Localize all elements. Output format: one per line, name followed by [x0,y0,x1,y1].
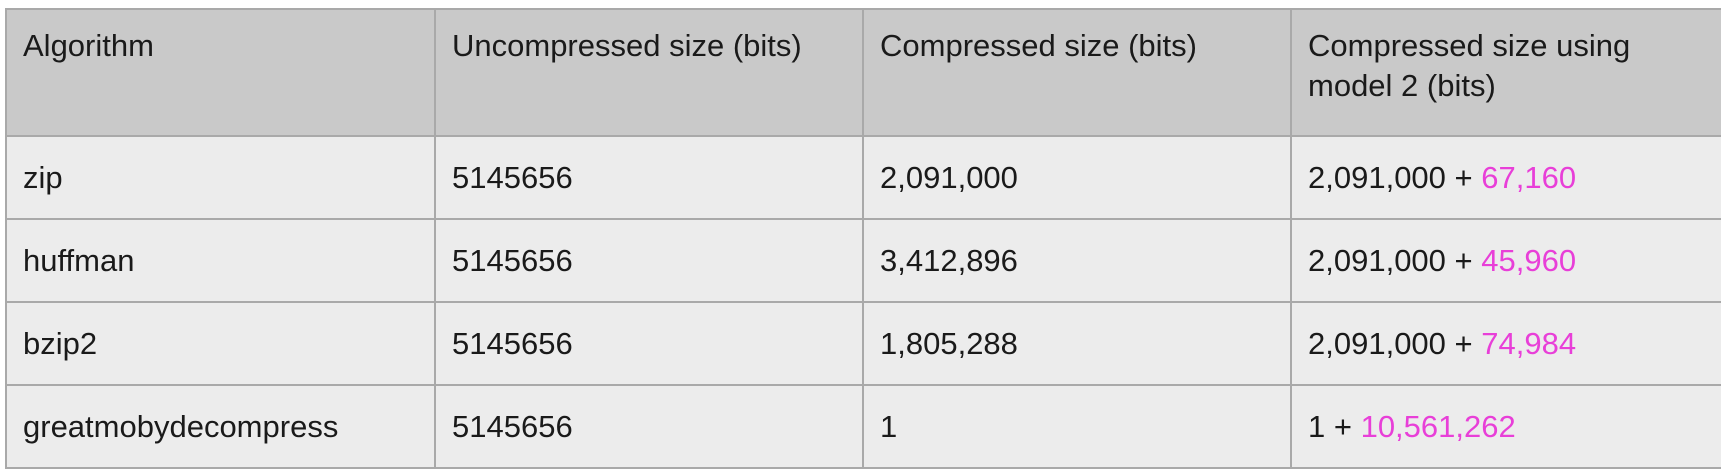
model2-extra: 74,984 [1481,325,1577,361]
header-compressed-size-model-2: Compressed size using model 2 (bits) [1290,8,1721,137]
cell-algorithm: bzip2 [5,301,436,386]
cell-compressed: 1,805,288 [862,301,1292,386]
cell-uncompressed: 5145656 [434,218,864,303]
table-row: huffman 5145656 3,412,896 2,091,000 + 45… [5,218,1721,303]
model2-base: 2,091,000 + [1308,159,1482,195]
cell-compressed: 1 [862,384,1292,469]
cell-algorithm: greatmobydecompress [5,384,436,469]
cell-compressed: 2,091,000 [862,135,1292,220]
model2-base: 2,091,000 + [1308,242,1482,278]
cell-uncompressed: 5145656 [434,384,864,469]
table-row: bzip2 5145656 1,805,288 2,091,000 + 74,9… [5,301,1721,386]
table-body: zip 5145656 2,091,000 2,091,000 + 67,160… [5,135,1721,469]
cell-model2: 2,091,000 + 67,160 [1290,135,1721,220]
model2-base: 2,091,000 + [1308,325,1482,361]
cell-uncompressed: 5145656 [434,135,864,220]
table-header: Algorithm Uncompressed size (bits) Compr… [5,8,1721,137]
table-row: greatmobydecompress 5145656 1 1 + 10,561… [5,384,1721,469]
cell-model2: 1 + 10,561,262 [1290,384,1721,469]
cell-model2: 2,091,000 + 74,984 [1290,301,1721,386]
cell-algorithm: zip [5,135,436,220]
cell-model2: 2,091,000 + 45,960 [1290,218,1721,303]
model2-extra: 10,561,262 [1360,408,1516,444]
model2-base: 1 + [1308,408,1361,444]
cell-compressed: 3,412,896 [862,218,1292,303]
cell-uncompressed: 5145656 [434,301,864,386]
model2-extra: 67,160 [1481,159,1577,195]
header-compressed-size: Compressed size (bits) [862,8,1292,137]
cell-algorithm: huffman [5,218,436,303]
table-row: zip 5145656 2,091,000 2,091,000 + 67,160 [5,135,1721,220]
compression-table-container: Algorithm Uncompressed size (bits) Compr… [5,8,1721,469]
header-algorithm: Algorithm [5,8,436,137]
header-uncompressed-size: Uncompressed size (bits) [434,8,864,137]
model2-extra: 45,960 [1481,242,1577,278]
compression-table: Algorithm Uncompressed size (bits) Compr… [5,8,1721,469]
header-row: Algorithm Uncompressed size (bits) Compr… [5,8,1721,137]
